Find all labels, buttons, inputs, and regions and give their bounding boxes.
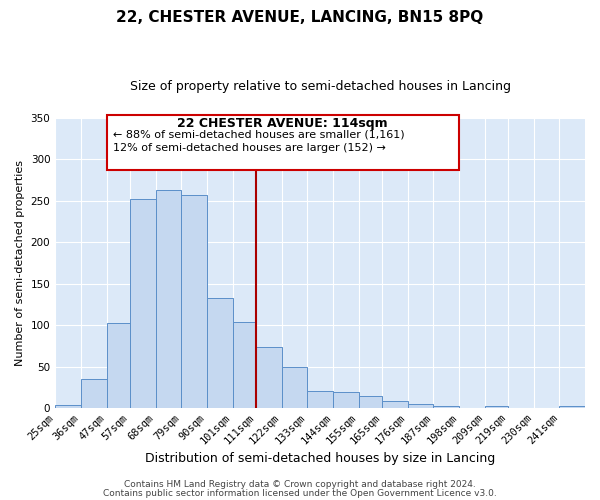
Bar [559,406,585,408]
Bar [433,406,459,408]
Text: Contains HM Land Registry data © Crown copyright and database right 2024.: Contains HM Land Registry data © Crown c… [124,480,476,489]
Bar [207,298,233,408]
Bar [307,390,333,408]
Bar [81,379,107,408]
Bar [233,322,256,408]
X-axis label: Distribution of semi-detached houses by size in Lancing: Distribution of semi-detached houses by … [145,452,495,465]
Title: Size of property relative to semi-detached houses in Lancing: Size of property relative to semi-detach… [130,80,511,93]
Text: Contains public sector information licensed under the Open Government Licence v3: Contains public sector information licen… [103,488,497,498]
Text: ← 88% of semi-detached houses are smaller (1,161): ← 88% of semi-detached houses are smalle… [113,130,404,140]
Bar [181,195,207,408]
Bar [382,402,407,408]
Bar [155,190,181,408]
Bar [407,404,433,408]
Text: 22 CHESTER AVENUE: 114sqm: 22 CHESTER AVENUE: 114sqm [178,118,388,130]
Bar [485,406,508,408]
Bar [256,348,281,408]
Bar [333,392,359,408]
Bar [130,199,155,408]
Text: 22, CHESTER AVENUE, LANCING, BN15 8PQ: 22, CHESTER AVENUE, LANCING, BN15 8PQ [116,10,484,25]
Bar [55,404,81,408]
Y-axis label: Number of semi-detached properties: Number of semi-detached properties [15,160,25,366]
Bar [107,324,130,408]
Text: 12% of semi-detached houses are larger (152) →: 12% of semi-detached houses are larger (… [113,144,385,154]
Bar [359,396,382,408]
Bar [281,366,307,408]
